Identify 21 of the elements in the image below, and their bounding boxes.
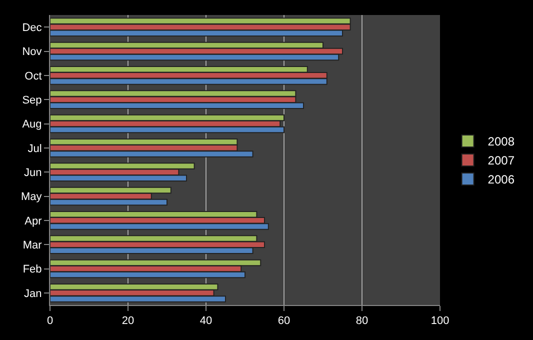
x-tick-label: 0: [46, 315, 54, 328]
legend-label: 2007: [488, 154, 515, 168]
y-tick-label: Sep: [22, 94, 42, 106]
x-tick-label: 60: [278, 315, 290, 328]
y-tick-label: Dec: [22, 22, 42, 34]
legend-label: 2006: [488, 172, 515, 187]
y-tick-label: Aug: [22, 118, 42, 131]
y-tick-label: Oct: [24, 70, 42, 82]
legend-label: 2008: [488, 134, 515, 149]
y-tick-label: Nov: [22, 46, 42, 58]
x-tick-label: 40: [200, 315, 212, 328]
y-tick-label: Jun: [24, 166, 42, 179]
x-tick-label: 20: [122, 315, 134, 328]
y-tick-label: May: [21, 191, 42, 204]
y-tick-label: Mar: [22, 239, 42, 252]
x-tick-label: 100: [430, 315, 450, 328]
y-tick-label: Jan: [24, 288, 42, 300]
x-tick-label: 80: [356, 315, 368, 328]
y-tick-label: Apr: [24, 215, 42, 228]
y-tick-label: Feb: [22, 264, 42, 276]
y-tick-label: Jul: [28, 142, 42, 155]
